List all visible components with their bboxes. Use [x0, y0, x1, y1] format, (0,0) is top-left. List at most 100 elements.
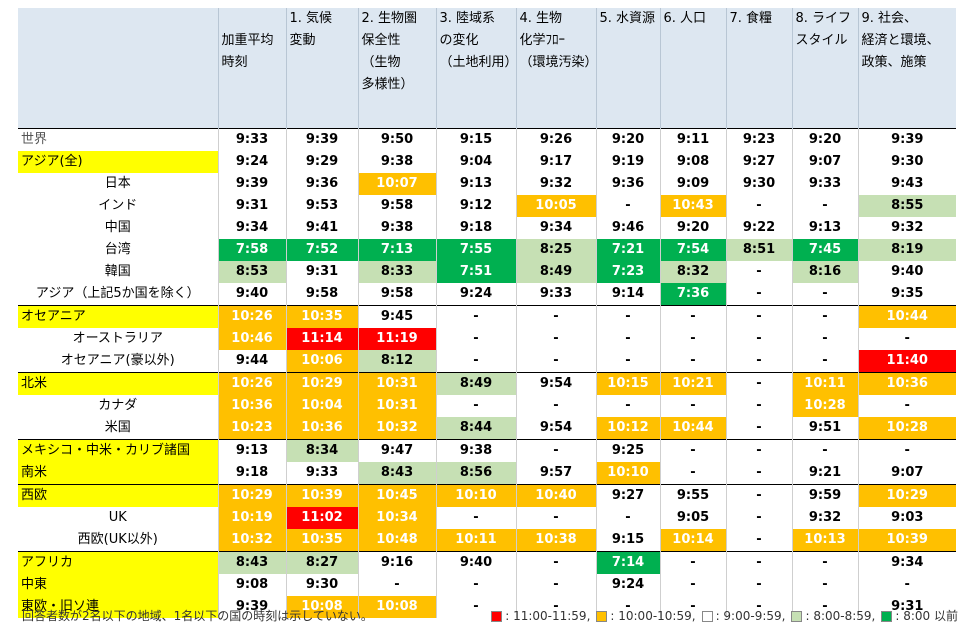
- time-cell: 9:44: [217, 350, 286, 373]
- time-cell: 10:46: [217, 328, 286, 350]
- column-header: 9. 社会、 経済と環境、 政策、施策: [857, 8, 956, 129]
- time-cell: 9:22: [725, 217, 792, 239]
- time-cell: 9:09: [659, 173, 726, 195]
- column-header: 加重平均 時刻: [217, 8, 286, 129]
- time-cell: 9:30: [285, 574, 358, 596]
- table-row: 西欧 10:29 10:39 10:45 10:10 10:40 9:27 9:55-9:59…: [18, 484, 956, 507]
- legend-label: : 9:00-9:59,: [715, 609, 786, 623]
- time-cell: 9:58: [357, 195, 436, 217]
- time-cell: 9:43: [857, 173, 956, 195]
- time-cell: -: [595, 305, 660, 328]
- time-cell: 10:31: [357, 395, 436, 417]
- time-cell: -: [515, 305, 596, 328]
- time-cell: -: [725, 439, 792, 462]
- time-cell: 10:28: [791, 395, 858, 417]
- time-cell: 9:59: [791, 484, 858, 507]
- time-cell: 10:36: [217, 395, 286, 417]
- time-cell: -: [725, 529, 792, 552]
- legend-item: : 10:00-10:59,: [596, 606, 696, 626]
- time-cell: -: [435, 507, 516, 529]
- time-cell: 10:23: [217, 417, 286, 440]
- table-row: 世界 9:33 9:39 9:50 9:15 9:26 9:20 9:11 9:23 9:20 9:…: [18, 128, 956, 151]
- time-cell: 9:38: [357, 217, 436, 239]
- time-cell: 8:49: [515, 261, 596, 283]
- time-cell: 9:15: [595, 529, 660, 552]
- time-cell: 9:45: [357, 305, 436, 328]
- time-cell: -: [435, 350, 516, 373]
- time-cell: -: [515, 395, 596, 417]
- legend-swatch: [791, 610, 803, 622]
- table-row: オーストラリア 10:46 11:14 11:19- - - - - - -: [18, 328, 956, 350]
- time-cell: 9:55: [659, 484, 726, 507]
- time-cell: 10:14: [659, 529, 726, 552]
- time-cell: 8:49: [435, 372, 516, 395]
- time-cell: 9:31: [285, 261, 358, 283]
- column-header: 6. 人口: [659, 8, 726, 129]
- time-cell: 9:36: [285, 173, 358, 195]
- time-cell: -: [659, 439, 726, 462]
- time-cell: 10:21: [659, 372, 726, 395]
- time-cell: 9:08: [217, 574, 286, 596]
- time-cell: -: [791, 551, 858, 574]
- time-cell: -: [725, 462, 792, 485]
- time-cell: 9:24: [435, 283, 516, 306]
- time-cell: -: [595, 395, 660, 417]
- time-cell: 10:08: [357, 596, 436, 618]
- time-cell: 9:13: [217, 439, 286, 462]
- row-label: メキシコ・中米・カリブ諸国: [18, 439, 218, 462]
- time-cell: 10:32: [217, 529, 286, 552]
- time-cell: 10:29: [217, 484, 286, 507]
- time-cell: -: [857, 439, 956, 462]
- time-cell: -: [791, 195, 858, 217]
- time-cell: 8:44: [435, 417, 516, 440]
- footer: 回答者数が2名以下の地域、1名以下の国の時刻は示していない。 : 11:00-1…: [18, 606, 958, 626]
- row-label: 西欧(UK以外): [77, 532, 158, 547]
- legend-swatch: [701, 610, 713, 622]
- time-cell: 10:08: [285, 596, 358, 618]
- time-cell: 8:27: [285, 551, 358, 574]
- time-cell: 9:35: [857, 283, 956, 306]
- time-cell: 10:12: [595, 417, 660, 440]
- time-cell: 7:51: [435, 261, 516, 283]
- row-label: 北米: [18, 372, 218, 395]
- time-cell: -: [357, 574, 436, 596]
- time-cell: 10:44: [857, 305, 956, 328]
- data-table: 加重平均 時刻 1. 気候 変動 2. 生物圏 保全性 （生物 多様性） 3. 陸域系 の変化 （土…: [18, 8, 956, 618]
- time-cell: -: [725, 551, 792, 574]
- time-cell: 9:04: [435, 151, 516, 173]
- row-label: 西欧: [18, 484, 218, 507]
- time-cell: 10:44: [659, 417, 726, 440]
- table-body: 世界 9:33 9:39 9:50 9:15 9:26 9:20 9:11 9:23 9:20 9:…: [18, 128, 956, 618]
- time-cell: -: [659, 551, 726, 574]
- header-row: 加重平均 時刻 1. 気候 変動 2. 生物圏 保全性 （生物 多様性） 3. 陸域系 の変化 （土…: [18, 8, 956, 129]
- column-header: 1. 気候 変動: [285, 8, 358, 129]
- table-row: アジア（上記5か国を除く） 9:40 9:58 9:58 9:24 9:33 9:14 7:3…: [18, 283, 956, 306]
- time-cell: 9:39: [857, 128, 956, 151]
- time-cell: -: [595, 350, 660, 373]
- row-label: 中東: [18, 574, 218, 596]
- time-cell: 10:11: [791, 372, 858, 395]
- time-cell: 9:31: [217, 195, 286, 217]
- time-cell: -: [791, 305, 858, 328]
- column-header: 2. 生物圏 保全性 （生物 多様性）: [357, 8, 436, 129]
- time-cell: 9:33: [217, 128, 286, 151]
- time-cell: 9:34: [515, 217, 596, 239]
- time-cell: 10:45: [357, 484, 436, 507]
- time-cell: 9:11: [659, 128, 726, 151]
- legend-label: : 8:00 以前: [895, 609, 958, 623]
- time-cell: -: [791, 574, 858, 596]
- column-header: 8. ライフ スタイル: [791, 8, 858, 129]
- time-cell: -: [435, 574, 516, 596]
- time-cell: 9:26: [515, 128, 596, 151]
- row-label: 世界: [18, 128, 218, 151]
- time-cell: 9:15: [435, 128, 516, 151]
- legend-label: : 11:00-11:59,: [505, 609, 591, 623]
- time-cell: 8:55: [857, 195, 956, 217]
- time-cell: -: [515, 350, 596, 373]
- row-label: アフリカ: [18, 551, 218, 574]
- time-cell: -: [791, 283, 858, 306]
- time-cell: 9:18: [435, 217, 516, 239]
- time-cell: 9:07: [791, 151, 858, 173]
- time-cell: 9:34: [217, 217, 286, 239]
- time-cell: 10:13: [791, 529, 858, 552]
